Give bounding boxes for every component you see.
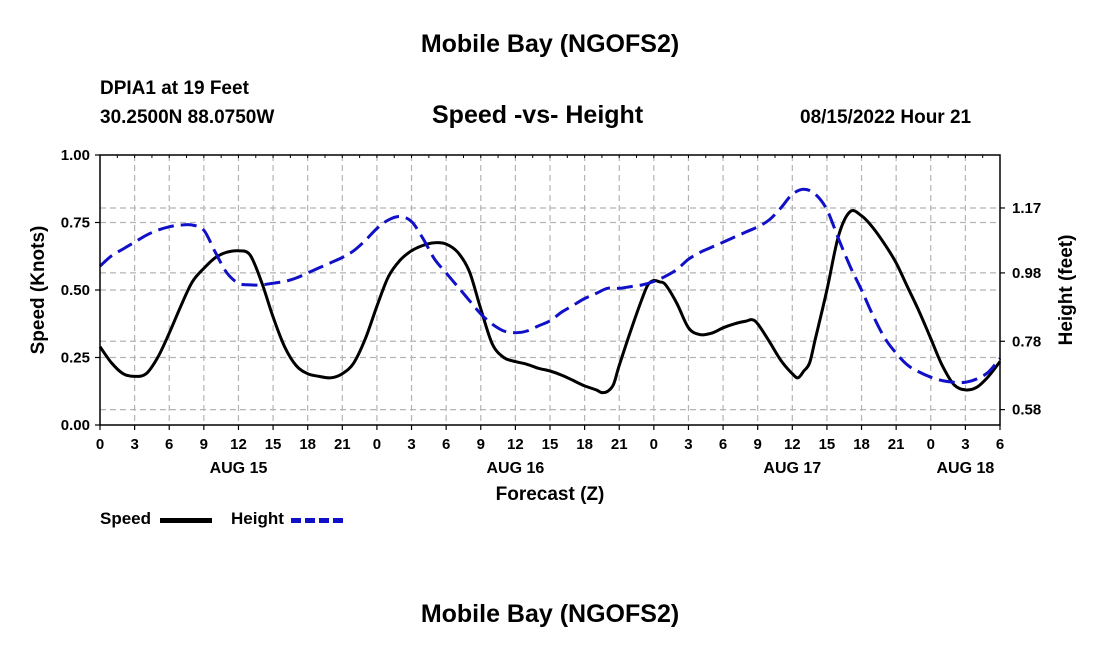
y-right-axis-title: Height (feet): [1056, 235, 1077, 346]
y-left-axis-title: Speed (Knots): [28, 226, 49, 355]
date-label: AUG 18: [936, 460, 994, 477]
forecast-datetime: 08/15/2022 Hour 21: [800, 107, 972, 128]
chart-subtitle: Speed -vs- Height: [432, 101, 644, 129]
axes: 0 3 6 9 12 15 18 21 0 3 6 9 12 15 18 21 0 3 6 9 12 15 18 21 0 3 6A…: [28, 147, 1077, 505]
x-tick-label: 0: [650, 436, 658, 453]
x-tick-label: 12: [230, 436, 247, 453]
x-tick-label: 21: [611, 436, 628, 453]
x-tick-label: 0: [927, 436, 935, 453]
height-series-line: [98, 187, 1002, 385]
x-tick-label: 6: [442, 436, 450, 453]
x-tick-label: 3: [684, 436, 692, 453]
date-label: AUG 16: [486, 460, 544, 477]
x-tick-label: 12: [784, 436, 801, 453]
x-tick-label: 21: [888, 436, 905, 453]
legend-speed-swatch: [160, 518, 212, 523]
legend-height-label: Height: [231, 509, 284, 528]
x-tick-label: 15: [819, 436, 836, 453]
x-tick-label: 6: [165, 436, 173, 453]
station-label: DPIA1 at 19 Feet: [100, 78, 249, 99]
coordinates-label: 30.2500N 88.0750W: [100, 107, 275, 128]
y-right-tick-label: 1.17: [1012, 200, 1041, 217]
x-tick-label: 6: [996, 436, 1004, 453]
x-tick-label: 18: [576, 436, 593, 453]
x-tick-label: 21: [334, 436, 351, 453]
x-tick-label: 3: [130, 436, 138, 453]
x-tick-label: 3: [961, 436, 969, 453]
date-label: AUG 17: [763, 460, 821, 477]
x-tick-label: 9: [477, 436, 485, 453]
y-left-tick-label: 0.00: [61, 417, 90, 434]
grid: [100, 155, 1000, 425]
x-tick-label: 6: [719, 436, 727, 453]
x-tick-label: 18: [299, 436, 316, 453]
x-tick-label: 15: [542, 436, 559, 453]
legend-speed-label: Speed: [100, 509, 152, 528]
x-axis-title: Forecast (Z): [496, 484, 605, 505]
x-tick-label: 18: [853, 436, 870, 453]
y-right-tick-label: 0.58: [1012, 402, 1041, 419]
chart-title: Mobile Bay (NGOFS2): [420, 30, 680, 58]
x-tick-label: 9: [754, 436, 762, 453]
y-right-tick-label: 0.78: [1012, 333, 1041, 350]
date-label: AUG 15: [210, 460, 268, 477]
legend-height-swatch: [291, 518, 343, 523]
footer-title: Mobile Bay (NGOFS2): [420, 600, 680, 628]
y-left-tick-label: 0.50: [61, 282, 90, 299]
y-left-tick-label: 0.25: [61, 350, 90, 367]
y-left-tick-label: 0.75: [61, 215, 90, 232]
y-left-tick-label: 1.00: [61, 147, 90, 164]
x-tick-label: 0: [96, 436, 104, 453]
x-tick-label: 12: [507, 436, 524, 453]
x-tick-label: 15: [265, 436, 282, 453]
x-tick-label: 3: [407, 436, 415, 453]
y-right-tick-label: 0.98: [1012, 265, 1041, 282]
x-tick-label: 0: [373, 436, 381, 453]
series-layer: [98, 187, 1002, 395]
x-tick-label: 9: [200, 436, 208, 453]
